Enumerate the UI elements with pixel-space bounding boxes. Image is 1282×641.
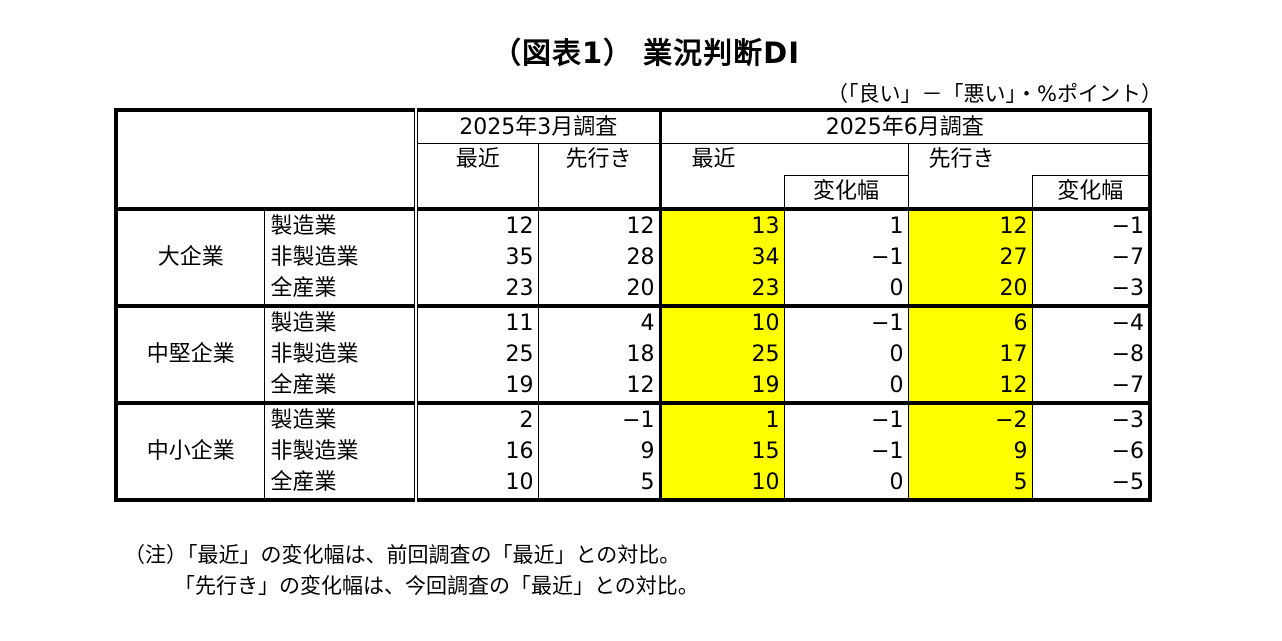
cell-mar-outlook: 4 xyxy=(537,306,660,339)
cell-jun-outlook: 27 xyxy=(907,242,1032,273)
unit-note: （「良い」－「悪い」・%ポイント） xyxy=(827,82,1162,106)
footnote-line-2: 「先行き」の変化幅は、今回調査の「最近」との対比。 xyxy=(174,574,699,598)
cell-jun-outlook: 5 xyxy=(907,467,1032,500)
cell-jun-recent: 15 xyxy=(658,436,784,467)
cell-jun-recent: 34 xyxy=(658,242,784,273)
cell-jun-outlook: 6 xyxy=(907,306,1032,339)
di-table: 2025年3月調査 2025年6月調査 最近 先行き 最近 先行き 変化幅 変化… xyxy=(114,108,1152,502)
footnote-line-1: （注）「最近」の変化幅は、前回調査の「最近」との対比。 xyxy=(124,543,681,567)
cell-jun-outlook-change: −6 xyxy=(1031,436,1150,467)
cell-jun-recent-change: 0 xyxy=(783,370,908,403)
group-label: 大企業 xyxy=(157,245,224,270)
cell-mar-outlook: 9 xyxy=(537,436,660,467)
group-label: 中小企業 xyxy=(146,439,235,464)
cell-jun-outlook-change: −1 xyxy=(1031,209,1150,242)
cell-jun-recent-change: 1 xyxy=(783,209,908,242)
cell-jun-recent-change: 0 xyxy=(783,339,908,370)
cell-jun-outlook: 17 xyxy=(907,339,1032,370)
cell-mar-recent: 11 xyxy=(414,306,538,339)
cell-mar-recent: 35 xyxy=(414,242,538,273)
cell-mar-outlook: 5 xyxy=(537,467,660,500)
cell-jun-recent: 10 xyxy=(658,306,784,339)
header-mar-outlook: 先行き xyxy=(537,143,660,209)
table-row: 非製造業 35 28 34 −1 27 −7 xyxy=(116,242,1150,273)
table-row: 中小企業 製造業 2 −1 1 −1 −2 −3 xyxy=(116,403,1150,464)
cell-jun-outlook-change: −3 xyxy=(1031,273,1150,306)
industry-label: 製造業 xyxy=(263,306,416,339)
group-label: 中堅企業 xyxy=(146,342,235,367)
cell-jun-recent-change: 0 xyxy=(783,467,908,500)
cell-jun-recent: 10 xyxy=(658,467,784,500)
cell-jun-recent-change: −1 xyxy=(783,436,908,467)
header-mar-recent: 最近 xyxy=(414,143,538,209)
header-jun-recent: 最近 xyxy=(658,143,908,176)
header-jun-outlook-change: 変化幅 xyxy=(1031,175,1150,209)
cell-jun-outlook-change: −3 xyxy=(1031,403,1150,436)
cell-jun-outlook-change: −4 xyxy=(1031,306,1150,339)
header-jun-outlook: 先行き xyxy=(907,143,1150,176)
cell-mar-outlook: −1 xyxy=(537,403,660,436)
cell-jun-outlook: −2 xyxy=(907,403,1032,436)
figure-title-main: 業況判断DI xyxy=(643,36,801,70)
header-jun-recent-change: 変化幅 xyxy=(783,175,908,209)
industry-label: 全産業 xyxy=(263,467,416,500)
header-survey-june: 2025年6月調査 xyxy=(658,110,1150,144)
cell-jun-outlook-change: −7 xyxy=(1031,242,1150,273)
cell-mar-recent: 25 xyxy=(414,339,538,370)
footnote: （注）「最近」の変化幅は、前回調査の「最近」との対比。 「先行き」の変化幅は、今… xyxy=(124,540,699,602)
figure-title: （図表1） 業況判断DI xyxy=(0,30,1282,72)
header-row-3: 変化幅 変化幅 xyxy=(116,175,1150,209)
cell-jun-outlook: 9 xyxy=(907,436,1032,467)
cell-jun-outlook: 20 xyxy=(907,273,1032,306)
cell-mar-recent: 23 xyxy=(414,273,538,306)
table-row: 大企業 製造業 12 12 13 1 12 −1 xyxy=(116,209,1150,270)
cell-jun-recent: 25 xyxy=(658,339,784,370)
cell-mar-recent: 2 xyxy=(414,403,538,436)
cell-mar-outlook: 28 xyxy=(537,242,660,273)
cell-mar-recent: 12 xyxy=(414,209,538,242)
cell-jun-recent: 23 xyxy=(658,273,784,306)
header-row-2: 最近 先行き 最近 先行き xyxy=(116,143,1150,209)
cell-mar-outlook: 20 xyxy=(537,273,660,306)
cell-jun-outlook: 12 xyxy=(907,209,1032,242)
industry-label: 全産業 xyxy=(263,370,416,403)
header-survey-march: 2025年3月調査 xyxy=(414,110,660,144)
cell-mar-recent: 10 xyxy=(414,467,538,500)
cell-jun-recent: 1 xyxy=(658,403,784,436)
industry-label: 製造業 xyxy=(263,403,416,436)
industry-label: 製造業 xyxy=(263,209,416,242)
figure-number: （図表1） xyxy=(491,36,634,70)
industry-label: 非製造業 xyxy=(263,242,416,273)
header-row-1: 2025年3月調査 2025年6月調査 xyxy=(116,110,1150,144)
cell-jun-outlook-change: −8 xyxy=(1031,339,1150,370)
cell-jun-recent: 19 xyxy=(658,370,784,403)
cell-jun-outlook-change: −5 xyxy=(1031,467,1150,500)
cell-mar-recent: 19 xyxy=(414,370,538,403)
table-row: 非製造業 16 9 15 −1 9 −6 xyxy=(116,436,1150,467)
header-blank xyxy=(116,110,416,209)
cell-mar-outlook: 18 xyxy=(537,339,660,370)
industry-label: 全産業 xyxy=(263,273,416,306)
cell-jun-recent-change: −1 xyxy=(783,403,908,436)
table-row: 中堅企業 製造業 11 4 10 −1 6 −4 xyxy=(116,306,1150,367)
cell-mar-recent: 16 xyxy=(414,436,538,467)
cell-jun-recent-change: −1 xyxy=(783,242,908,273)
cell-mar-outlook: 12 xyxy=(537,370,660,403)
table-row: 全産業 10 5 10 0 5 −5 xyxy=(116,467,1150,500)
cell-mar-outlook: 12 xyxy=(537,209,660,242)
industry-label: 非製造業 xyxy=(263,339,416,370)
table-row: 全産業 19 12 19 0 12 −7 xyxy=(116,370,1150,403)
cell-jun-outlook-change: −7 xyxy=(1031,370,1150,403)
cell-jun-recent-change: −1 xyxy=(783,306,908,339)
cell-jun-recent-change: 0 xyxy=(783,273,908,306)
cell-jun-outlook: 12 xyxy=(907,370,1032,403)
table-row: 全産業 23 20 23 0 20 −3 xyxy=(116,273,1150,306)
industry-label: 非製造業 xyxy=(263,436,416,467)
table-row: 非製造業 25 18 25 0 17 −8 xyxy=(116,339,1150,370)
cell-jun-recent: 13 xyxy=(658,209,784,242)
